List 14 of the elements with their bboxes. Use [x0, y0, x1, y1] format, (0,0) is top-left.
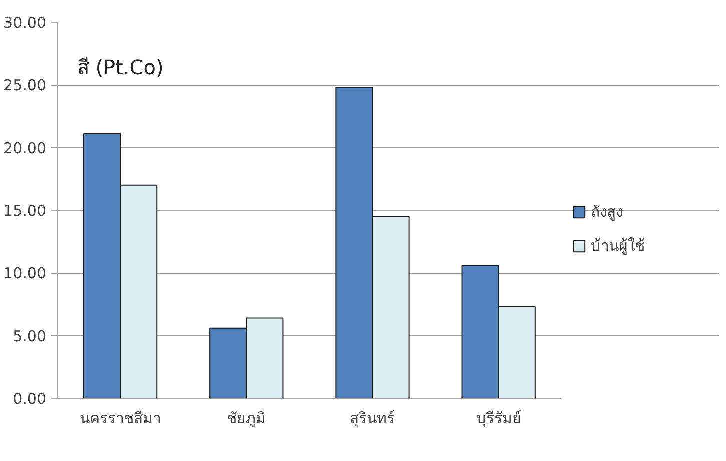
- y-tick-label: 30.00: [4, 14, 47, 32]
- y-tick-label: 10.00: [4, 264, 47, 283]
- legend-label: บ้านผู้ใช้: [591, 236, 645, 257]
- y-tick-label: 20.00: [4, 139, 47, 158]
- y-tick-label: 5.00: [13, 327, 47, 346]
- x-tick-label: สุรินทร์: [350, 410, 396, 428]
- y-tick-label: 15.00: [4, 202, 47, 220]
- x-tick-label: บุรีรัมย์: [476, 410, 522, 428]
- y-tick-label: 0.00: [13, 390, 47, 408]
- x-tick-label: นครราชสีมา: [80, 410, 162, 428]
- y-tick-label: 25.00: [4, 76, 47, 95]
- x-tick-label: ชัยภูมิ: [227, 410, 266, 428]
- text: สี (Pt.Co): [77, 56, 164, 80]
- legend-label: ถังสูง: [591, 202, 623, 223]
